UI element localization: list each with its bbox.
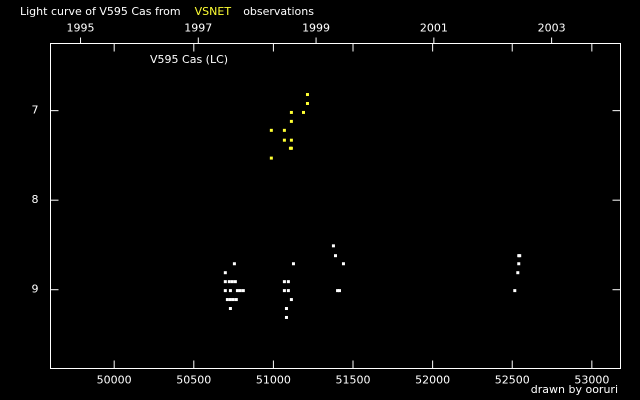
x2-tick-label: 2003 [538, 22, 566, 35]
data-point [241, 289, 245, 293]
data-point [301, 110, 305, 114]
data-point [341, 262, 345, 266]
data-point [305, 93, 309, 97]
x-tick-label: 50500 [176, 374, 211, 387]
x2-tick-label: 2001 [420, 22, 448, 35]
data-point [228, 298, 232, 302]
y-tick-label: 8 [32, 193, 39, 206]
data-point [289, 298, 293, 302]
data-point [289, 110, 293, 114]
x-tick-label: 51000 [256, 374, 291, 387]
data-point [234, 298, 238, 302]
data-point [223, 280, 227, 284]
data-point [282, 280, 286, 284]
data-point [269, 128, 273, 132]
data-point [336, 289, 340, 293]
x-tick-label: 52000 [415, 374, 450, 387]
data-point [516, 271, 520, 275]
data-point [286, 289, 290, 293]
data-point [223, 271, 227, 275]
y-tick-label: 9 [32, 283, 39, 296]
data-point [230, 280, 234, 284]
data-point [337, 289, 341, 293]
data-point [225, 298, 229, 302]
data-point [305, 101, 309, 105]
data-point [284, 307, 288, 311]
x-tick-label: 51500 [336, 374, 371, 387]
x2-tick-label: 1995 [67, 22, 95, 35]
title-part: Light curve of V595 Cas from [20, 5, 181, 18]
data-point [269, 156, 273, 160]
y-tick-label: 7 [32, 104, 39, 117]
data-point [235, 289, 239, 293]
plot-label: V595 Cas (LC) [150, 53, 228, 66]
data-point [284, 315, 288, 319]
plot-frame [50, 43, 621, 369]
credit: drawn by ooruri [531, 383, 618, 396]
data-point [286, 280, 290, 284]
data-point [282, 138, 286, 142]
data-point [238, 289, 242, 293]
x-tick-label: 52500 [495, 374, 530, 387]
x-tick-label: 53000 [574, 374, 609, 387]
data-point [291, 262, 295, 266]
data-point [334, 254, 337, 258]
data-point [282, 128, 286, 132]
data-point [289, 119, 293, 123]
data-point [231, 298, 235, 302]
data-point [518, 254, 522, 258]
data-point [223, 289, 227, 293]
data-point [289, 138, 293, 142]
data-point [233, 280, 237, 284]
data-point [282, 289, 286, 293]
x-tick-label: 50000 [97, 374, 132, 387]
data-point [227, 280, 231, 284]
x2-tick-label: 1997 [184, 22, 212, 35]
data-point [232, 262, 236, 266]
data-point [331, 244, 335, 248]
title-part: VSNET [195, 5, 232, 18]
x2-tick-label: 1999 [302, 22, 330, 35]
data-point [517, 262, 521, 266]
chart-title: Light curve of V595 Cas from VSNET observa… [20, 5, 314, 18]
data-point [513, 289, 517, 293]
data-point [228, 307, 232, 311]
title-part: observations [243, 5, 314, 18]
data-point [228, 289, 232, 293]
data-point [288, 146, 292, 150]
